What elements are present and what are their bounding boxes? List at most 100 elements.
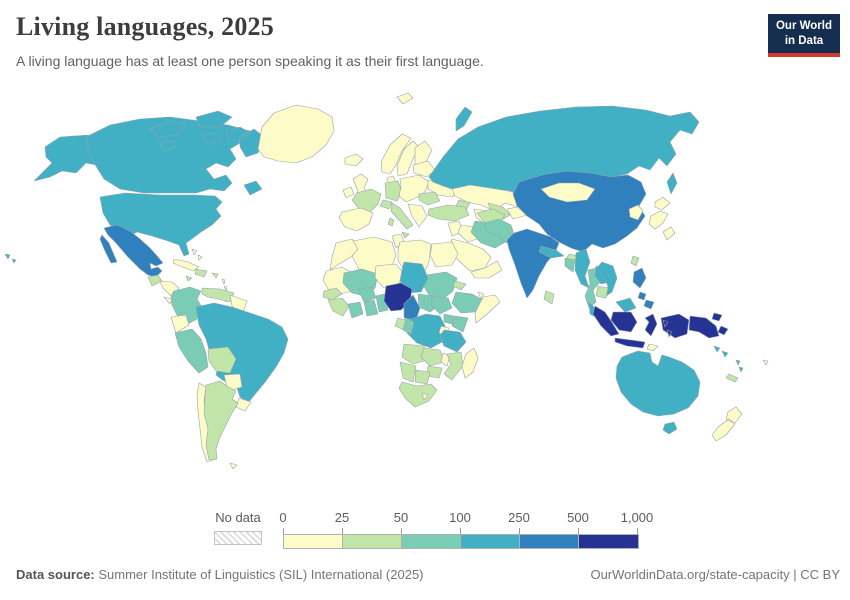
country-philippines[interactable] [632,267,655,310]
no-data-swatch[interactable] [214,531,262,545]
country-romania[interactable] [418,191,441,206]
country-falkland[interactable] [229,462,238,470]
country-burkina-faso[interactable] [357,286,377,303]
country-ireland[interactable] [342,186,355,199]
country-tanzania[interactable] [439,329,467,353]
country-argentina[interactable] [203,380,239,461]
country-novaya-zemlya[interactable] [455,106,473,132]
country-taiwan[interactable] [630,255,640,267]
country-sri-lanka[interactable] [543,290,555,305]
country-greenland[interactable] [257,104,335,164]
country-mozambique[interactable] [443,351,464,381]
country-ethiopia[interactable] [451,291,484,314]
country-jamaica[interactable] [185,275,193,282]
country-uganda[interactable] [443,313,455,325]
country-new-caledonia[interactable] [725,373,739,383]
country-myanmar[interactable] [574,248,591,289]
country-indonesia[interactable] [592,305,690,349]
country-zambia[interactable] [420,347,445,367]
country-lesotho[interactable] [421,392,429,401]
country-chad[interactable] [399,261,429,294]
country-somalia[interactable] [474,294,501,324]
country-cambodia[interactable] [595,285,609,299]
country-switzerland[interactable] [379,199,393,210]
country-botswana[interactable] [414,369,431,385]
country-iberia[interactable] [338,207,374,232]
country-norway[interactable] [380,133,412,175]
legend-bin[interactable] [402,535,461,548]
owid-url-link[interactable]: OurWorldinData.org/state-capacity [590,567,790,582]
country-ghana[interactable] [363,299,379,317]
country-namibia[interactable] [399,361,417,383]
country-puerto-rico[interactable] [211,272,219,279]
country-senegal[interactable] [322,287,343,301]
legend-bin[interactable] [461,535,520,548]
country-angola[interactable] [401,343,429,365]
country-svalbard[interactable] [396,92,414,105]
country-venezuela[interactable] [201,287,235,303]
country-morocco[interactable] [329,238,361,271]
country-usa-hawaii[interactable] [4,253,17,264]
country-india[interactable] [506,228,560,299]
country-australia[interactable] [615,350,701,417]
country-tasmania[interactable] [662,421,678,435]
country-bolivia[interactable] [207,346,237,374]
country-cote-divoire[interactable] [347,301,364,319]
legend-bin[interactable] [520,535,579,548]
country-kenya[interactable] [451,315,469,333]
country-guatemala[interactable] [147,274,163,287]
country-costa-rica[interactable] [163,296,173,305]
country-sudan[interactable] [422,271,458,300]
country-vietnam[interactable] [596,261,618,299]
country-central-europe[interactable] [398,174,430,203]
country-canada-arctic-islands[interactable] [149,110,265,158]
country-mongolia[interactable] [540,182,596,203]
country-congo[interactable] [402,317,415,335]
country-new-zealand[interactable] [711,406,743,442]
country-nepal[interactable] [538,245,565,259]
country-drc[interactable] [406,313,447,349]
country-cuba[interactable] [172,258,200,272]
country-papua-new-guinea[interactable] [688,312,729,339]
country-lesser-antilles[interactable] [221,278,228,292]
country-japan[interactable] [648,196,676,241]
country-usa[interactable] [99,192,223,257]
country-bahamas[interactable] [191,248,203,261]
legend-bin[interactable] [284,535,343,548]
country-iceland[interactable] [344,153,364,167]
country-italy[interactable] [387,202,414,239]
country-baltics[interactable] [412,160,436,178]
legend-no-data[interactable]: No data [214,510,262,549]
legend-segments [283,534,639,549]
country-vanuatu[interactable] [735,359,744,373]
country-south-sudan[interactable] [431,295,453,315]
legend-bin[interactable] [343,535,402,548]
country-cameroon[interactable] [403,294,421,321]
country-turkey[interactable] [427,204,470,222]
country-france[interactable] [351,188,382,213]
country-madagascar[interactable] [461,347,479,379]
country-mexico[interactable] [99,224,164,278]
owid-logo[interactable]: Our World in Data [768,14,840,57]
country-peru[interactable] [174,328,209,374]
country-eritrea[interactable] [452,280,467,291]
chart-subtitle: A living language has at least one perso… [16,53,484,69]
country-solomon-islands[interactable] [713,345,729,358]
country-balkans[interactable] [407,203,428,228]
country-guinea-group[interactable] [327,297,350,317]
country-kazakhstan[interactable] [451,184,524,212]
country-koreas[interactable] [628,204,644,221]
country-germany[interactable] [384,180,403,202]
country-egypt[interactable] [429,241,459,268]
country-djibouti[interactable] [477,291,485,300]
country-sakhalin[interactable] [666,172,678,195]
country-timor[interactable] [646,343,659,352]
country-yemen-oman[interactable] [470,260,503,279]
country-hispaniola[interactable] [194,268,208,278]
legend-bin[interactable] [579,535,638,548]
country-fiji[interactable] [762,359,769,366]
country-ecuador[interactable] [170,314,190,334]
country-bangladesh[interactable] [564,257,576,273]
country-colombia[interactable] [170,286,204,326]
country-south-africa[interactable] [398,381,438,408]
